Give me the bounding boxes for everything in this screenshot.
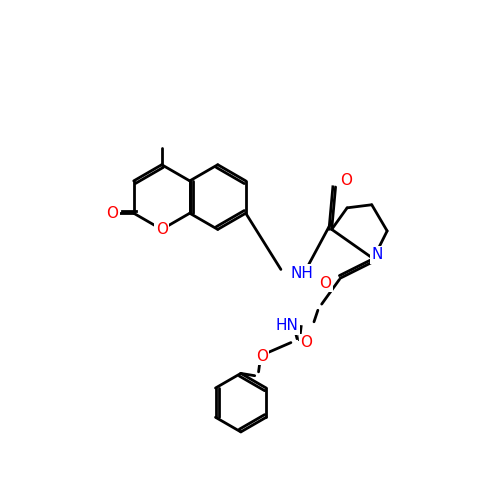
Text: O: O <box>256 349 268 364</box>
Text: NH: NH <box>290 266 313 281</box>
Text: HN: HN <box>276 318 298 333</box>
Text: O: O <box>300 335 312 350</box>
Text: O: O <box>320 276 332 291</box>
Text: N: N <box>372 248 383 262</box>
Text: O: O <box>340 174 352 188</box>
Text: O: O <box>156 222 168 237</box>
Text: O: O <box>106 206 118 220</box>
